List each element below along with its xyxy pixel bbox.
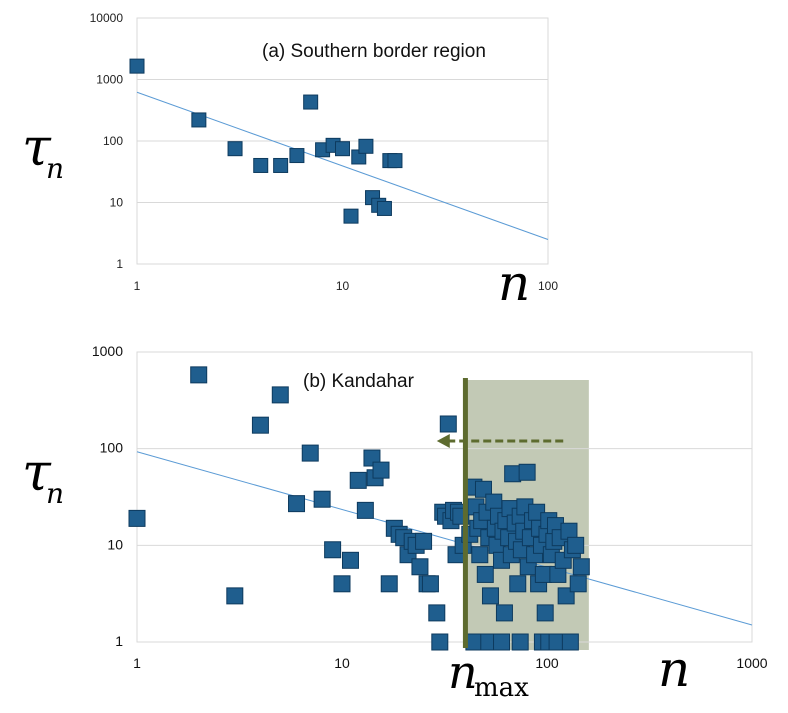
chart-b-arrow <box>436 434 564 449</box>
data-point <box>569 575 587 593</box>
data-point <box>271 386 289 404</box>
data-point <box>421 575 439 593</box>
data-point <box>333 575 351 593</box>
x-tick-label: 10 <box>336 279 350 293</box>
x-tick-label: 1 <box>133 655 141 671</box>
chart-a-plot-frame <box>136 17 549 265</box>
data-point <box>341 551 359 569</box>
y-tick-label: 10000 <box>90 11 124 25</box>
data-point <box>567 536 585 554</box>
x-tick-label: 10 <box>334 655 350 671</box>
chart-b-tick-labels: 1 10 100 1000 1 10 100 1000 <box>92 343 768 671</box>
data-point <box>504 465 522 483</box>
data-point <box>495 604 513 622</box>
chart-b-title: (b) Kandahar <box>303 371 415 392</box>
data-point <box>343 208 359 224</box>
data-point <box>191 112 207 128</box>
chart-b-ylabel: τ <box>22 443 52 503</box>
data-point <box>511 633 529 651</box>
chart-b-fit-line <box>136 451 753 626</box>
data-point <box>335 141 350 157</box>
y-tick-label: 1 <box>116 257 123 271</box>
arrow-head <box>436 434 450 449</box>
chart-a-title: (a) Southern border region <box>262 41 486 62</box>
data-point <box>324 541 342 559</box>
chart-a-ylabel-subscript: n <box>46 152 64 185</box>
data-point <box>376 200 392 216</box>
data-point <box>428 604 446 622</box>
data-point <box>288 495 306 513</box>
x-tick-label: 1 <box>134 279 141 293</box>
data-point <box>415 532 433 550</box>
y-tick-label: 100 <box>103 134 123 148</box>
data-point <box>485 493 503 511</box>
data-point <box>128 509 146 527</box>
data-point <box>387 153 403 169</box>
data-point <box>431 633 449 651</box>
data-point <box>251 416 269 434</box>
chart-b-ylabel-subscript: n <box>46 477 64 510</box>
data-point <box>411 558 429 576</box>
chart-b-xlabel: n <box>658 640 690 698</box>
chart-a-southern-border: 1 10 100 1000 10000 1 10 100 (a) Southern borde… <box>22 11 558 312</box>
x-tick-label: 100 <box>535 655 559 671</box>
data-point <box>253 157 269 173</box>
data-point <box>227 141 243 157</box>
data-point <box>572 558 590 576</box>
y-tick-label: 1 <box>115 633 123 649</box>
chart-b-nmax-subscript: max <box>474 673 529 703</box>
data-point <box>474 480 492 498</box>
data-point <box>358 138 374 154</box>
data-point <box>190 366 208 384</box>
data-point <box>380 575 398 593</box>
chart-a-xlabel: n <box>498 254 530 312</box>
y-tick-label: 10 <box>107 536 123 552</box>
data-point <box>536 604 554 622</box>
data-point <box>301 444 319 462</box>
data-point <box>289 148 305 164</box>
x-tick-label: 100 <box>538 279 558 293</box>
data-point <box>549 565 567 583</box>
data-point <box>561 633 579 651</box>
y-tick-label: 1000 <box>92 343 123 359</box>
chart-b-points <box>128 366 590 651</box>
data-point <box>226 587 244 605</box>
data-point <box>518 463 536 481</box>
data-point <box>493 633 511 651</box>
data-point <box>129 58 145 74</box>
data-point <box>356 501 374 519</box>
data-point <box>509 575 527 593</box>
y-tick-label: 100 <box>100 440 124 456</box>
data-point <box>471 546 489 564</box>
chart-a-points <box>129 58 403 224</box>
data-point <box>349 471 367 489</box>
data-point <box>273 157 289 173</box>
y-tick-label: 10 <box>110 196 124 210</box>
y-tick-label: 1000 <box>96 73 123 87</box>
data-point <box>313 490 331 508</box>
chart-b-nmax-label: n <box>448 645 478 699</box>
x-tick-label: 1000 <box>736 655 767 671</box>
data-point <box>534 565 552 583</box>
chart-a-ylabel: τ <box>22 118 52 178</box>
data-point <box>560 522 578 540</box>
data-point <box>303 94 319 110</box>
data-point <box>439 415 457 433</box>
data-point <box>476 565 494 583</box>
chart-a-tick-labels: 1 10 100 1000 10000 1 10 100 <box>90 11 559 293</box>
data-point <box>372 461 390 479</box>
data-point <box>481 587 499 605</box>
